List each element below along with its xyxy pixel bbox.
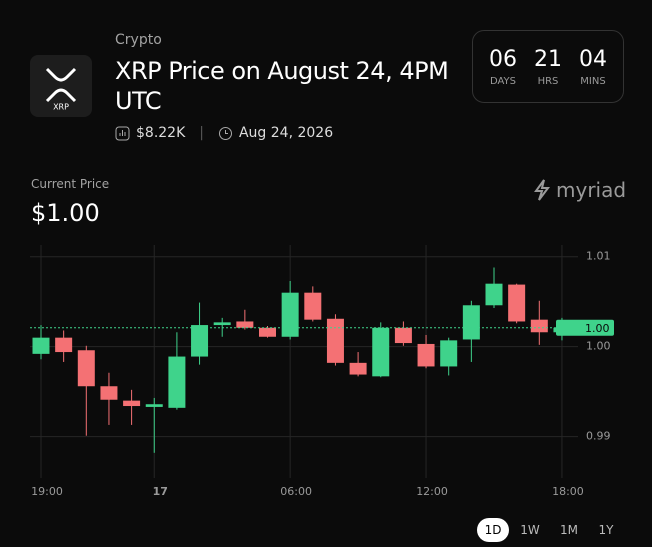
countdown-value: 21	[534, 47, 562, 72]
clock-icon	[218, 126, 232, 140]
candle-body	[236, 321, 254, 328]
candle-body	[77, 350, 95, 387]
logo-label: XRP	[53, 103, 69, 112]
candle-body	[417, 343, 435, 367]
candle-body	[55, 337, 73, 353]
candle-body	[440, 340, 458, 367]
x-tick-label: 12:00	[416, 485, 448, 498]
date: Aug 24, 2026	[238, 125, 334, 141]
current-price-tag-label: 1.00	[585, 322, 610, 335]
candle-body	[462, 305, 480, 340]
current-price-label: Current Price	[31, 177, 110, 191]
candle-body	[32, 337, 50, 354]
countdown-label: DAYS	[489, 76, 517, 87]
candle-body	[259, 327, 276, 337]
category: Crypto	[115, 32, 162, 48]
brand: myriad	[532, 178, 626, 202]
candle-body	[281, 292, 299, 337]
candle-body	[304, 292, 322, 320]
countdown-unit: 06 DAYS	[478, 31, 528, 87]
current-price-tag	[556, 319, 614, 336]
candle-body	[372, 327, 390, 377]
countdown-label: MINS	[580, 76, 606, 87]
volume-icon	[115, 126, 130, 140]
x-tick-label: 18:00	[552, 485, 584, 498]
candle-body	[123, 400, 141, 407]
range-button[interactable]: 1D	[477, 518, 509, 542]
x-tick-label: 19:00	[31, 485, 63, 498]
candle-body	[394, 327, 412, 344]
stats: $8.22K | Aug 24, 2026	[115, 125, 333, 141]
y-tick-label: 1.01	[586, 250, 611, 263]
x-tick-label: 06:00	[280, 485, 312, 498]
countdown-value: 04	[579, 47, 607, 72]
logo-icon: XRP	[45, 67, 77, 112]
volume: $8.22K	[136, 125, 186, 141]
candle-body	[145, 404, 163, 407]
countdown-unit: 21 HRS	[523, 31, 573, 87]
candle-body	[213, 322, 231, 326]
candle-body	[508, 284, 526, 322]
candle-body	[485, 283, 503, 306]
range-button[interactable]: 1M	[560, 523, 578, 537]
candle-body	[349, 362, 367, 375]
range-button[interactable]: 1Y	[598, 523, 614, 537]
range-button[interactable]: 1W	[520, 523, 540, 537]
candle-body	[168, 356, 186, 408]
countdown-value: 06	[489, 47, 517, 72]
countdown-unit: 04 MINS	[568, 31, 618, 87]
candle-body	[191, 325, 209, 357]
candle-body	[100, 386, 118, 400]
separator: |	[199, 125, 204, 141]
logo: XRP	[30, 55, 92, 117]
brand-name: myriad	[556, 178, 627, 202]
chart: 0.99 1.00 1.01 19:00 17 06:00 12:00 18:00 1.00	[30, 245, 614, 498]
countdown-label: HRS	[537, 76, 559, 87]
y-tick-label: 1.00	[586, 340, 611, 353]
y-tick-label: 0.99	[586, 430, 611, 443]
title: XRP Price on August 24, 4PM UTC	[115, 57, 449, 115]
brand-icon	[534, 179, 550, 201]
candle-body	[530, 319, 548, 333]
current-price: $1.00	[31, 199, 100, 227]
candle-body	[326, 318, 344, 363]
x-tick-label: 17	[153, 485, 168, 498]
countdown: 06 DAYS 21 HRS 04 MINS	[472, 30, 624, 103]
